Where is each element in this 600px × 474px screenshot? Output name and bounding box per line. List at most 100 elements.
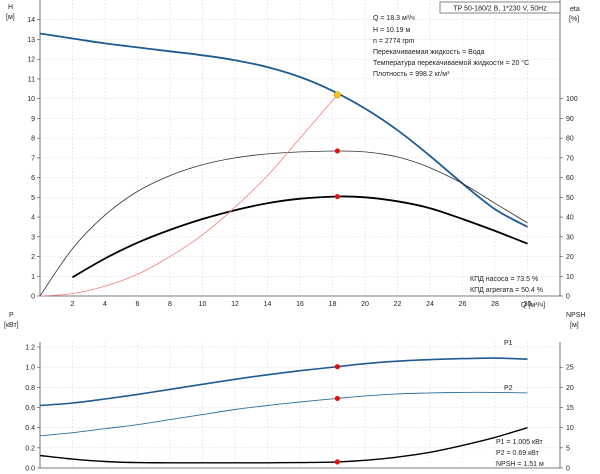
y-tick-label: 8 bbox=[31, 136, 35, 143]
head-efficiency-panel: 2 4 6 8 10 12 14 16 18 20 22 24 26 28 3001234567891011… bbox=[6, 0, 580, 309]
npsh-duty-point bbox=[334, 459, 340, 465]
x-tick-label: 24 bbox=[426, 301, 434, 308]
y-tick-label: 5 bbox=[31, 195, 35, 202]
y-tick-label: 1.0 bbox=[25, 365, 35, 372]
y-tick-label: 0.4 bbox=[25, 425, 35, 432]
npsh-value-label: NPSH = 1.51 м bbox=[496, 461, 544, 468]
right-tick-label: 20 bbox=[566, 385, 574, 392]
right-tick-label: 10 bbox=[566, 425, 574, 432]
head-axis-unit: [м] bbox=[6, 14, 15, 21]
pump-efficiency-label: КПД насоса = 73.5 % bbox=[470, 276, 538, 283]
x-tick-label: 18 bbox=[329, 301, 337, 308]
series-line-0 bbox=[39, 357, 528, 407]
series-line-2 bbox=[39, 427, 528, 464]
right-tick-label: 25 bbox=[566, 365, 574, 372]
y-tick-label: 9 bbox=[31, 116, 35, 123]
x-tick-label: 10 bbox=[199, 301, 207, 308]
series-line-0 bbox=[39, 32, 528, 228]
y-tick-label: 6 bbox=[31, 175, 35, 182]
info-flow: Q = 18.3 м³/ч bbox=[373, 15, 415, 22]
y-tick-label: 0 bbox=[31, 294, 35, 301]
x-tick-label: 14 bbox=[264, 301, 272, 308]
right-tick-label: 70 bbox=[566, 155, 574, 162]
top-operating-points bbox=[333, 91, 341, 200]
right-tick-label: 15 bbox=[566, 405, 574, 412]
p2-duty-point bbox=[334, 395, 340, 402]
y-tick-label: 2 bbox=[31, 254, 35, 261]
right-tick-label: 90 bbox=[566, 116, 574, 123]
p2-series-label: P2 bbox=[504, 385, 513, 392]
eta-axis-unit: [%] bbox=[569, 16, 579, 23]
y-tick-label: 14 bbox=[27, 17, 35, 24]
y-tick-label: 10 bbox=[27, 96, 35, 103]
y-tick-label: 0.8 bbox=[25, 385, 35, 392]
right-tick-label: 100 bbox=[566, 96, 578, 103]
info-head: H = 10.19 м bbox=[373, 27, 410, 34]
flow-axis-label: Q [м³/ч] bbox=[521, 302, 545, 309]
series-line-2 bbox=[72, 195, 528, 279]
info-speed: n = 2774 rpm bbox=[373, 38, 415, 45]
chart-title: TP 50-180/2 B, 1*230 V, 50Hz bbox=[453, 6, 547, 13]
chart-title-box bbox=[439, 1, 561, 14]
y-tick-label: 0.0 bbox=[25, 466, 35, 473]
top-series bbox=[39, 32, 528, 297]
pump-efficiency-point bbox=[334, 148, 340, 154]
y-tick-label: 1.2 bbox=[25, 345, 35, 352]
x-tick-label: 8 bbox=[168, 301, 172, 308]
x-tick-label: 26 bbox=[459, 301, 467, 308]
right-tick-label: 10 bbox=[566, 274, 574, 281]
bottom-operating-points bbox=[334, 364, 340, 465]
p1-duty-point bbox=[334, 364, 340, 370]
y-tick-label: 4 bbox=[31, 215, 35, 222]
right-tick-label: 0 bbox=[566, 294, 570, 301]
right-tick-label: 50 bbox=[566, 195, 574, 202]
right-tick-label: 40 bbox=[566, 215, 574, 222]
right-tick-label: 60 bbox=[566, 175, 574, 182]
right-tick-label: 80 bbox=[566, 136, 574, 143]
x-tick-label: 2 bbox=[71, 301, 75, 308]
x-tick-label: 30 bbox=[524, 301, 532, 308]
right-tick-label: 30 bbox=[566, 234, 574, 241]
right-tick-label: 0 bbox=[566, 466, 570, 473]
info-density: Плотность = 998.2 кг/м³ bbox=[373, 71, 450, 78]
right-tick-label: 5 bbox=[566, 445, 570, 452]
y-tick-label: 0.6 bbox=[25, 405, 35, 412]
right-tick-label: 20 bbox=[566, 254, 574, 261]
x-tick-label: 4 bbox=[103, 301, 107, 308]
x-tick-label: 6 bbox=[136, 301, 140, 308]
info-temperature: Температура перекачиваемой жидкости = 20… bbox=[373, 59, 529, 67]
npsh-axis-unit: [м] bbox=[570, 322, 579, 329]
p1-series-label: P1 bbox=[504, 340, 513, 347]
bottom-ticks: 0.0 0.2 0.4 0.6 0.8 1.0 1.2 0 5 10 15 20 25 bbox=[25, 345, 574, 473]
bottom-series bbox=[39, 357, 528, 464]
power-axis-label: P bbox=[9, 312, 14, 319]
head-duty-point bbox=[333, 91, 341, 99]
head-axis-label: H bbox=[8, 4, 13, 11]
p1-value-label: P1 = 1.005 кВт bbox=[496, 439, 544, 446]
y-tick-label: 13 bbox=[27, 37, 35, 44]
x-tick-label: 20 bbox=[361, 301, 369, 308]
y-tick-label: 12 bbox=[27, 57, 35, 64]
y-tick-label: 0.2 bbox=[25, 445, 35, 452]
p2-value-label: P2 = 0.69 кВт bbox=[496, 450, 540, 457]
bottom-grid bbox=[39, 342, 561, 469]
x-tick-label: 16 bbox=[296, 301, 304, 308]
series-line-1 bbox=[39, 391, 528, 437]
info-liquid: Перекачиваемая жидкость = Вода bbox=[373, 49, 485, 56]
x-tick-label: 12 bbox=[231, 301, 239, 308]
unit-efficiency-point bbox=[334, 193, 340, 200]
power-axis-unit: [кВт] bbox=[4, 322, 19, 329]
series-line-3 bbox=[39, 94, 338, 297]
y-tick-label: 1 bbox=[31, 274, 35, 281]
y-tick-label: 7 bbox=[31, 155, 35, 162]
eta-axis-label: eta bbox=[570, 6, 580, 13]
series-line-1 bbox=[39, 150, 528, 297]
npsh-axis-label: NPSH bbox=[566, 312, 585, 319]
x-tick-label: 22 bbox=[394, 301, 402, 308]
x-tick-label: 28 bbox=[491, 301, 499, 308]
y-tick-label: 11 bbox=[28, 76, 35, 83]
y-tick-label: 3 bbox=[31, 234, 35, 241]
top-ticks: 2 4 6 8 10 12 14 16 18 20 22 24 26 28 3001234567891011… bbox=[27, 17, 578, 308]
